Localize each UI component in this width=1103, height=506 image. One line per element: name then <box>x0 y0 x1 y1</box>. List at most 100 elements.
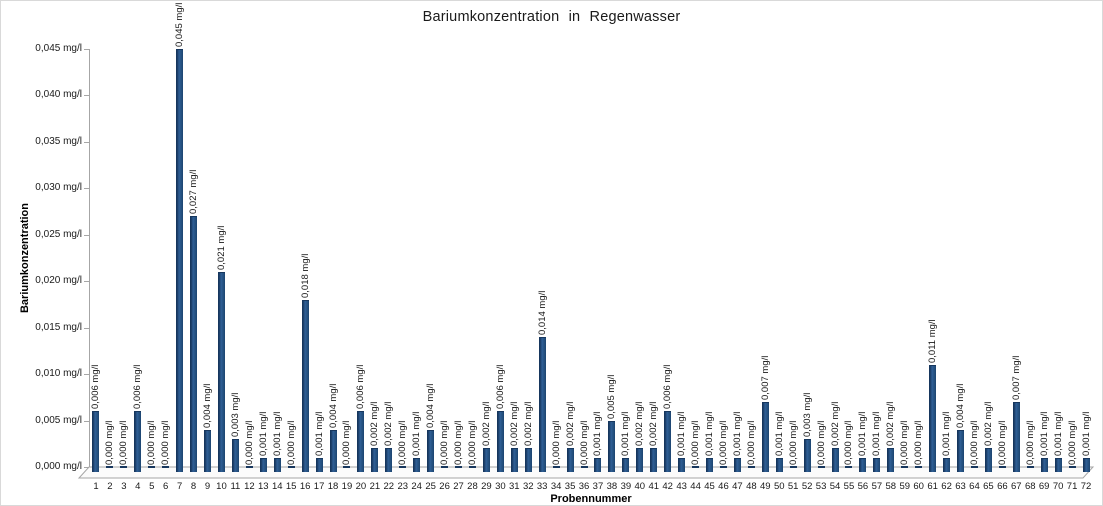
bar <box>566 448 574 472</box>
x-tick-label: 23 <box>397 481 409 492</box>
x-tick-label: 66 <box>997 481 1008 492</box>
x-tick-label: 45 <box>704 481 715 492</box>
zero-bar-dash <box>162 466 170 468</box>
bar-value-label: 0,021 mg/l <box>215 225 227 270</box>
x-tick-label: 12 <box>244 481 255 492</box>
bar <box>92 411 100 472</box>
bar-value-label: 0,000 mg/l <box>550 420 562 465</box>
bar <box>329 429 337 472</box>
x-tick-label: 33 <box>536 481 548 492</box>
bar <box>371 448 379 472</box>
x-tick-label: 70 <box>1052 481 1064 492</box>
y-tick-label: 0,010 mg/l <box>35 368 82 380</box>
bar-value-label: 0,001 mg/l <box>592 411 604 456</box>
x-tick-label: 21 <box>369 481 381 492</box>
bar-value-label: 0,002 mg/l <box>564 402 576 447</box>
bar-value-label: 0,001 mg/l <box>676 411 688 456</box>
bar <box>831 448 839 472</box>
bar-value-label: 0,001 mg/l <box>271 411 283 456</box>
bar-value-label: 0,001 mg/l <box>704 411 716 456</box>
zero-bar-dash <box>399 466 407 468</box>
x-tick-label: 43 <box>676 481 687 492</box>
y-tick-label: 0,015 mg/l <box>35 321 82 333</box>
bar-value-label: 0,004 mg/l <box>202 383 214 428</box>
bar-value-label: 0,001 mg/l <box>1080 411 1092 456</box>
zero-bar-dash <box>817 466 825 468</box>
bar <box>678 457 686 472</box>
bar <box>1040 457 1048 472</box>
bar-value-label: 0,000 mg/l <box>118 420 130 465</box>
x-tick-label: 20 <box>355 481 367 492</box>
bar <box>273 457 281 472</box>
x-tick-label: 37 <box>592 481 604 492</box>
chart-title: Bariumkonzentration in Regenwasser <box>422 9 681 25</box>
bar-value-label: 0,002 mg/l <box>829 402 841 447</box>
x-tick-label: 9 <box>204 481 211 492</box>
y-tick-mark <box>84 327 89 329</box>
y-axis-line <box>89 49 90 467</box>
x-tick-label: 52 <box>801 481 813 492</box>
x-tick-label: 57 <box>871 481 883 492</box>
bar-value-label: 0,002 mg/l <box>634 402 646 447</box>
x-tick-label: 58 <box>885 481 897 492</box>
bar <box>873 457 881 472</box>
bar-value-label: 0,018 mg/l <box>299 253 311 298</box>
bar-value-label: 0,006 mg/l <box>132 364 144 410</box>
bar <box>775 457 783 472</box>
bar <box>357 411 365 472</box>
bar <box>315 457 323 472</box>
zero-bar-dash <box>719 466 727 468</box>
x-tick-label: 64 <box>969 481 980 492</box>
bar-value-label: 0,011 mg/l <box>927 319 939 363</box>
bar-value-label: 0,001 mg/l <box>941 411 953 456</box>
bar-value-label: 0,045 mg/l <box>174 2 186 47</box>
bar-value-label: 0,002 mg/l <box>522 402 534 447</box>
bar-value-label: 0,003 mg/l <box>229 392 241 438</box>
bar-value-label: 0,001 mg/l <box>257 411 269 456</box>
zero-bar-dash <box>1068 466 1076 468</box>
x-tick-label: 48 <box>746 481 757 492</box>
x-tick-label: 56 <box>857 481 869 492</box>
zero-bar-dash <box>343 466 351 468</box>
zero-bar-dash <box>287 466 295 468</box>
bar-value-label: 0,006 mg/l <box>494 364 506 410</box>
x-tick-label: 53 <box>815 481 827 492</box>
x-tick-label: 27 <box>453 481 464 492</box>
x-tick-label: 4 <box>135 481 141 492</box>
bar-value-label: 0,002 mg/l <box>480 402 492 447</box>
bar-value-label: 0,006 mg/l <box>355 364 367 410</box>
y-tick-mark <box>84 49 89 50</box>
bar-value-label: 0,001 mg/l <box>313 411 325 456</box>
zero-bar-dash <box>789 466 797 468</box>
bar-value-label: 0,000 mg/l <box>104 420 116 465</box>
bar-value-label: 0,001 mg/l <box>620 411 632 456</box>
x-tick-label: 69 <box>1038 481 1050 492</box>
x-tick-label: 18 <box>327 481 339 492</box>
bar <box>761 401 769 472</box>
x-tick-label: 13 <box>258 481 269 492</box>
y-tick-label: 0,020 mg/l <box>35 275 82 287</box>
x-tick-label: 14 <box>271 481 283 492</box>
zero-bar-dash <box>245 466 253 468</box>
y-tick-label: 0,035 mg/l <box>35 135 82 147</box>
bar <box>482 448 490 472</box>
zero-bar-dash <box>915 466 923 468</box>
bar-value-label: 0,014 mg/l <box>536 290 548 335</box>
bar-value-label: 0,000 mg/l <box>578 420 590 465</box>
bar-value-label: 0,001 mg/l <box>857 411 869 456</box>
x-tick-label: 41 <box>648 481 660 492</box>
x-tick-label: 55 <box>843 481 855 492</box>
bar <box>622 457 630 472</box>
bar <box>259 457 267 472</box>
bar <box>984 448 992 472</box>
zero-bar-dash <box>120 466 128 468</box>
x-tick-label: 63 <box>955 481 966 492</box>
x-tick-label: 8 <box>190 481 197 492</box>
bar-value-label: 0,000 mg/l <box>243 420 255 465</box>
bar-value-label: 0,000 mg/l <box>843 420 855 465</box>
y-tick-mark <box>84 95 89 97</box>
bar <box>496 411 504 472</box>
bar-value-label: 0,000 mg/l <box>439 420 451 465</box>
bar <box>594 457 602 472</box>
